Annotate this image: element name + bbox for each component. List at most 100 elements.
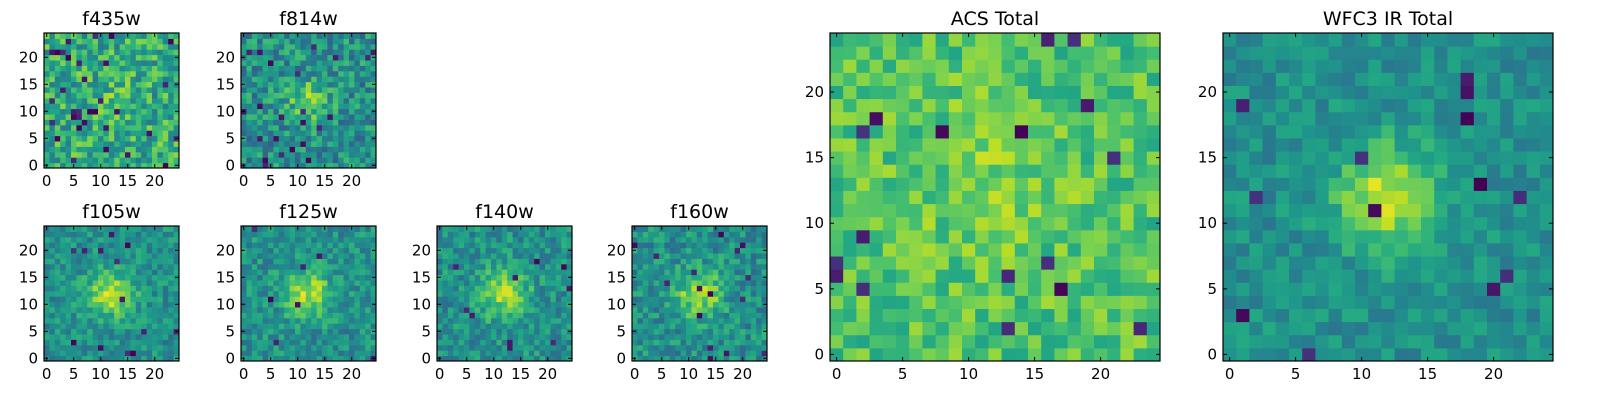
heatmap-cell	[718, 290, 725, 297]
heatmap-cell	[1341, 256, 1356, 270]
heatmap-cell	[975, 347, 989, 362]
heatmap-cell	[284, 274, 291, 281]
heatmap-cell	[745, 274, 752, 281]
heatmap-cell	[157, 141, 164, 147]
heatmap-cell	[295, 323, 301, 330]
heatmap-cell	[152, 296, 158, 303]
heatmap-cell	[675, 263, 682, 270]
heatmap-cell	[135, 242, 142, 249]
heatmap-cell	[869, 137, 884, 152]
heatmap-cell	[453, 350, 460, 357]
heatmap-cell	[327, 307, 334, 313]
heatmap-cell	[1223, 164, 1237, 178]
heatmap-cell	[648, 247, 655, 254]
heatmap-cell	[343, 135, 350, 142]
heatmap-cell	[300, 274, 307, 281]
heatmap-cell	[1434, 216, 1448, 231]
heatmap-cell	[349, 263, 355, 270]
heatmap-cell	[262, 157, 269, 164]
heatmap-cell	[98, 258, 104, 265]
heatmap-cell	[87, 312, 94, 319]
heatmap-cell	[241, 70, 247, 77]
heatmap-cell	[322, 334, 328, 340]
heatmap-cell	[311, 124, 318, 131]
heatmap-cell	[119, 151, 126, 158]
heatmap-cell	[349, 65, 355, 72]
heatmap-cell	[359, 334, 366, 340]
heatmap-cell	[545, 253, 551, 259]
heatmap-cell	[659, 231, 665, 238]
heatmap-cell	[501, 307, 508, 313]
heatmap-cell	[146, 253, 153, 259]
heatmap-cell	[1302, 308, 1316, 323]
heatmap-cell	[1067, 203, 1082, 218]
heatmap-cell	[246, 307, 253, 313]
heatmap-cell	[251, 296, 258, 303]
heatmap-cell	[723, 344, 730, 351]
x-tick-label: 20	[342, 365, 361, 383]
heatmap-cell	[343, 274, 350, 281]
heatmap-cell	[756, 323, 763, 330]
heatmap-cell	[843, 85, 857, 100]
heatmap-cell	[1513, 269, 1528, 283]
heatmap-cell	[1381, 229, 1396, 244]
heatmap-cell	[507, 296, 514, 303]
heatmap-cell	[856, 347, 871, 362]
heatmap-cell	[343, 350, 350, 357]
heatmap-cell	[948, 334, 963, 349]
heatmap-cell	[108, 258, 115, 265]
heatmap-cell	[60, 130, 67, 137]
heatmap-cell	[501, 328, 508, 335]
heatmap-cell	[305, 70, 312, 77]
heatmap-cell	[152, 285, 158, 292]
heatmap-cell	[491, 296, 497, 303]
heatmap-cell	[135, 334, 142, 340]
heatmap-cell	[761, 317, 768, 324]
heatmap-cell	[311, 307, 318, 313]
heatmap-cell	[1513, 164, 1528, 178]
heatmap-cell	[555, 231, 562, 238]
heatmap-cell	[60, 33, 67, 39]
heatmap-cell	[1014, 33, 1029, 47]
heatmap-cell	[49, 43, 56, 50]
heatmap-cell	[87, 103, 94, 110]
heatmap-cell	[114, 54, 121, 61]
heatmap-cell	[756, 339, 763, 346]
heatmap-cell	[896, 229, 910, 244]
heatmap-cell	[1146, 269, 1161, 283]
heatmap-cell	[1120, 111, 1135, 126]
heatmap-cell	[1341, 334, 1356, 349]
heatmap-cell	[1513, 242, 1528, 257]
heatmap-cell	[1315, 164, 1330, 178]
heatmap-cell	[1094, 85, 1108, 100]
heatmap-cell	[561, 307, 568, 313]
heatmap-cell	[135, 124, 142, 131]
heatmap-cell	[284, 355, 291, 362]
heatmap-cell	[268, 231, 274, 238]
heatmap-cell	[98, 339, 104, 346]
heatmap-cell	[370, 350, 377, 357]
heatmap-cell	[534, 263, 541, 270]
heatmap-cell	[485, 269, 492, 276]
heatmap-cell	[1355, 242, 1369, 257]
heatmap-cell	[1355, 269, 1369, 283]
heatmap-cell	[327, 328, 334, 335]
heatmap-cell	[316, 87, 323, 93]
heatmap-cell	[49, 92, 56, 99]
heatmap-cell	[1315, 190, 1330, 205]
heatmap-cell	[311, 81, 318, 88]
heatmap-cell	[729, 355, 736, 362]
heatmap-cell	[1473, 321, 1488, 336]
heatmap-cell	[76, 339, 83, 346]
heatmap-cell	[518, 317, 524, 324]
heatmap-cell	[152, 70, 158, 77]
heatmap-cell	[962, 229, 976, 244]
heatmap-cell	[284, 92, 291, 99]
heatmap-cell	[343, 231, 350, 238]
heatmap-cell	[241, 130, 247, 137]
heatmap-cell	[1120, 216, 1135, 231]
heatmap-cell	[343, 334, 350, 340]
heatmap-cell	[1080, 124, 1095, 139]
heatmap-cell	[241, 124, 247, 131]
heatmap-cell	[702, 269, 709, 276]
